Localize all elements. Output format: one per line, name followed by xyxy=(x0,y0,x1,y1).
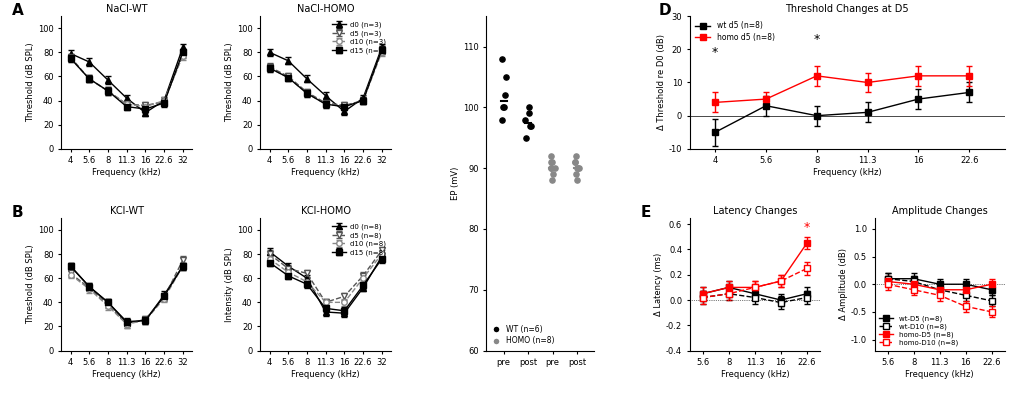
Point xyxy=(497,74,514,80)
Point xyxy=(521,104,537,110)
Y-axis label: Intensity (dB SPL): Intensity (dB SPL) xyxy=(225,247,233,322)
Point xyxy=(543,159,559,165)
X-axis label: Frequency (kHz): Frequency (kHz) xyxy=(905,370,973,379)
Point xyxy=(517,135,533,141)
Legend: wt-D5 (n=8), wt-D10 (n=8), homo-D5 (n=8), homo-D10 (n=8): wt-D5 (n=8), wt-D10 (n=8), homo-D5 (n=8)… xyxy=(877,314,959,347)
Point xyxy=(542,165,558,171)
Legend: d0 (n=3), d5 (n=3), d10 (n=3), d15 (n=3): d0 (n=3), d5 (n=3), d10 (n=3), d15 (n=3) xyxy=(330,20,387,56)
Point xyxy=(543,177,559,183)
Y-axis label: Threshold (dB SPL): Threshold (dB SPL) xyxy=(225,43,233,122)
Text: D: D xyxy=(657,3,671,18)
X-axis label: Frequency (kHz): Frequency (kHz) xyxy=(719,370,789,379)
Point xyxy=(567,159,583,165)
Point xyxy=(493,116,510,123)
Title: Amplitude Changes: Amplitude Changes xyxy=(891,206,986,216)
X-axis label: Frequency (kHz): Frequency (kHz) xyxy=(812,168,880,177)
Text: *: * xyxy=(711,46,717,59)
Point xyxy=(494,104,511,110)
X-axis label: Frequency (kHz): Frequency (kHz) xyxy=(291,168,360,177)
Legend: wt d5 (n=8), homo d5 (n=8): wt d5 (n=8), homo d5 (n=8) xyxy=(693,20,775,43)
Y-axis label: Threshold (dB SPL): Threshold (dB SPL) xyxy=(26,245,35,324)
Text: B: B xyxy=(11,205,23,220)
Point xyxy=(569,165,585,171)
Point xyxy=(543,165,559,171)
Text: *: * xyxy=(813,33,819,46)
Point xyxy=(544,171,560,177)
Title: NaCl-WT: NaCl-WT xyxy=(106,4,148,14)
Point xyxy=(520,110,536,116)
Point xyxy=(570,165,586,171)
X-axis label: Frequency (kHz): Frequency (kHz) xyxy=(93,168,161,177)
Text: E: E xyxy=(640,205,650,220)
Point xyxy=(546,165,562,171)
Point xyxy=(542,159,558,165)
Point xyxy=(496,92,513,98)
Legend: WT (n=6), HOMO (n=8): WT (n=6), HOMO (n=8) xyxy=(490,324,555,347)
Text: A: A xyxy=(11,3,23,18)
Y-axis label: Threshold (dB SPL): Threshold (dB SPL) xyxy=(26,43,35,122)
Point xyxy=(571,165,587,171)
Title: Latency Changes: Latency Changes xyxy=(712,206,796,216)
Title: KCl-WT: KCl-WT xyxy=(110,206,144,216)
Point xyxy=(567,159,583,165)
Point xyxy=(523,123,539,129)
Point xyxy=(568,171,584,177)
Point xyxy=(568,153,584,159)
Point xyxy=(517,116,533,123)
Point xyxy=(495,104,512,110)
Y-axis label: Δ Threshold re D0 (dB): Δ Threshold re D0 (dB) xyxy=(656,35,665,131)
Title: KCl-HOMO: KCl-HOMO xyxy=(301,206,351,216)
Point xyxy=(522,123,538,129)
Text: *: * xyxy=(803,221,809,234)
Y-axis label: Δ Amplitude (dB): Δ Amplitude (dB) xyxy=(839,248,847,320)
Title: Threshold Changes at D5: Threshold Changes at D5 xyxy=(785,4,908,14)
Y-axis label: EP (mV): EP (mV) xyxy=(450,167,460,200)
Point xyxy=(493,56,510,62)
Title: NaCl-HOMO: NaCl-HOMO xyxy=(297,4,354,14)
X-axis label: Frequency (kHz): Frequency (kHz) xyxy=(93,370,161,379)
X-axis label: Frequency (kHz): Frequency (kHz) xyxy=(291,370,360,379)
Y-axis label: Δ Latency (ms): Δ Latency (ms) xyxy=(653,253,662,316)
Legend: d0 (n=8), d5 (n=8), d10 (n=8), d15 (n=8): d0 (n=8), d5 (n=8), d10 (n=8), d15 (n=8) xyxy=(330,221,387,258)
Point xyxy=(542,153,558,159)
Point xyxy=(569,177,585,183)
